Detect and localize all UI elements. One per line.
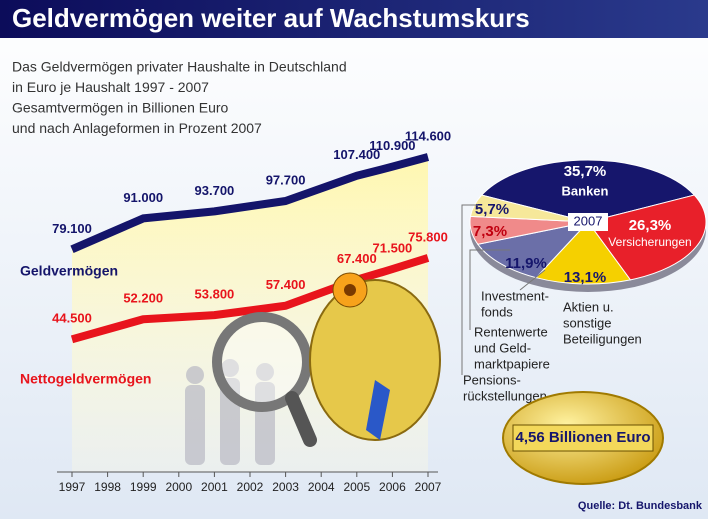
subtitle: Das Geldvermögen privater Haushalte in D… [12,59,347,137]
slice-value-label: 11,9% [505,255,547,272]
slice-name: und Geld- [474,340,531,355]
slice-name: Versicherungen [608,235,691,249]
series-label: Geldvermögen [20,263,118,279]
slice-value-label: 7,3% [473,223,507,240]
x-tick-label: 2000 [165,480,192,494]
pie-slice [535,221,632,285]
value-label: 67.400 [337,251,377,266]
value-label: 52.200 [123,291,163,306]
center-box [568,213,608,231]
total-box [512,424,654,452]
title: Geldvermögen weiter auf Wachstumskurs [12,3,530,33]
subtitle-line: Das Geldvermögen privater Haushalte in D… [12,59,347,75]
x-tick-label: 2002 [237,480,264,494]
series-line [70,153,430,254]
x-tick-label: 2006 [379,480,406,494]
slice-value-label: 26,3% [629,217,672,234]
slice-name: Investment- [481,288,549,303]
total-label: 4,56 Billionen Euro [515,429,650,446]
source: Quelle: Dt. Bundesbank [578,500,703,512]
slice-name: Banken [562,183,609,198]
slice-value-label: 35,7% [564,163,607,180]
value-label: 53.800 [195,287,235,302]
slice-name: rückstellungen [463,388,547,403]
leader-line [461,204,478,375]
slice-name: Aktien u. [563,299,614,314]
value-label: 110.900 [369,138,415,153]
pie-slice [480,159,696,223]
leader-line [519,269,546,291]
series-line [70,254,430,344]
slice-name: Pensions- [463,372,521,387]
leader-line [469,249,510,330]
x-tick-label: 2007 [415,480,442,494]
value-label: 91.000 [123,190,163,205]
slice-value-label: 5,7% [475,201,509,218]
x-tick-label: 2003 [272,480,299,494]
x-tick-label: 1999 [130,480,157,494]
x-tick-label: 2004 [308,480,335,494]
slice-name: fonds [481,304,513,319]
subtitle-line: Gesamtvermögen in Billionen Euro [12,100,229,116]
slice-name: sonstige [563,315,611,330]
title-bar [0,0,708,38]
pie-slice [587,194,707,281]
series-label: Nettogeldvermögen [20,371,151,387]
pie-slice [477,221,590,279]
x-tick-label: 1997 [59,480,86,494]
decoration [185,272,441,465]
subtitle-line: und nach Anlageformen in Prozent 2007 [12,120,262,136]
slice-name: marktpapiere [474,356,550,371]
value-label: 75.800 [408,229,448,244]
value-label: 97.700 [266,172,306,187]
subtitle-line: in Euro je Haushalt 1997 - 2007 [12,79,209,95]
value-label: 79.100 [52,221,92,236]
slice-name: Beteiligungen [563,331,642,346]
x-tick-label: 1998 [94,480,121,494]
value-label: 114.600 [405,128,451,143]
slice-value-label: 13,1% [564,269,607,286]
value-label: 107.400 [333,147,380,162]
value-label: 44.500 [52,311,92,326]
slice-name: Rentenwerte [474,324,548,339]
pie-chart: 2007 35,7% 26,3% 13,1% 11,9% 7,3% 5,7% Banken Ve… [461,159,707,403]
value-label: 71.500 [373,241,413,256]
x-tick-label: 2005 [343,480,370,494]
center-label: 2007 [574,213,603,228]
value-label: 93.700 [195,183,235,198]
value-label: 57.400 [266,277,306,292]
x-tick-label: 2001 [201,480,228,494]
